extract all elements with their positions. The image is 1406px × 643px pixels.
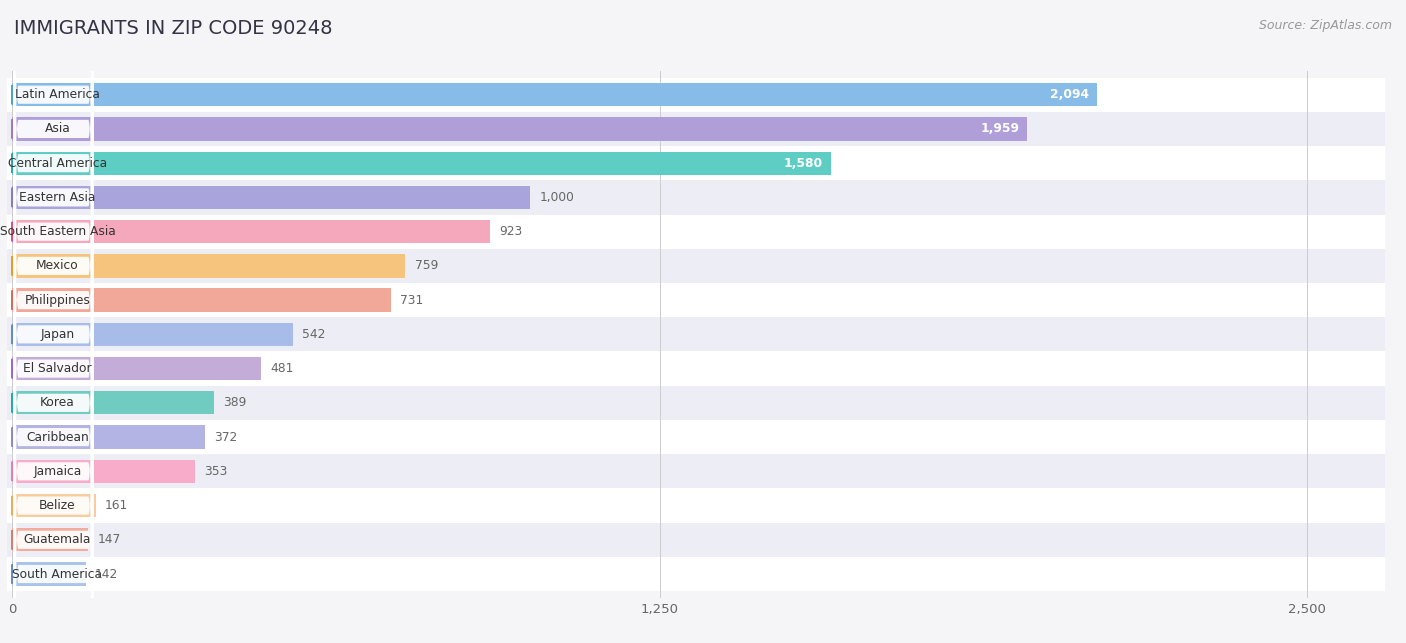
Bar xyxy=(13,494,96,517)
Text: 372: 372 xyxy=(214,431,238,444)
FancyBboxPatch shape xyxy=(13,0,94,462)
FancyBboxPatch shape xyxy=(13,0,94,428)
Text: Guatemala: Guatemala xyxy=(24,533,91,547)
Text: Jamaica: Jamaica xyxy=(34,465,82,478)
Bar xyxy=(0,215,1406,249)
Bar xyxy=(0,386,1406,420)
FancyBboxPatch shape xyxy=(13,240,94,643)
FancyBboxPatch shape xyxy=(13,1,94,643)
Text: 923: 923 xyxy=(499,225,523,238)
Text: 1,959: 1,959 xyxy=(980,122,1019,136)
Text: Philippines: Philippines xyxy=(24,294,90,307)
Text: 161: 161 xyxy=(105,499,128,512)
Text: South Eastern Asia: South Eastern Asia xyxy=(0,225,115,238)
Bar xyxy=(0,180,1406,215)
FancyBboxPatch shape xyxy=(13,0,94,496)
Bar xyxy=(0,317,1406,352)
Bar xyxy=(13,152,831,175)
Text: 389: 389 xyxy=(224,396,246,410)
Text: Asia: Asia xyxy=(45,122,70,136)
Text: South America: South America xyxy=(13,568,103,581)
FancyBboxPatch shape xyxy=(13,0,94,565)
Bar xyxy=(0,454,1406,489)
Bar xyxy=(13,563,86,586)
Bar xyxy=(0,112,1406,146)
FancyBboxPatch shape xyxy=(13,69,94,643)
Text: IMMIGRANTS IN ZIP CODE 90248: IMMIGRANTS IN ZIP CODE 90248 xyxy=(14,19,333,39)
Bar xyxy=(13,460,195,483)
Bar xyxy=(13,254,405,278)
Text: 1,000: 1,000 xyxy=(540,191,575,204)
Text: Latin America: Latin America xyxy=(15,88,100,101)
Text: El Salvador: El Salvador xyxy=(22,362,91,375)
Text: 542: 542 xyxy=(302,328,326,341)
Bar xyxy=(0,283,1406,317)
Bar xyxy=(0,78,1406,112)
Bar xyxy=(0,146,1406,180)
Text: 2,094: 2,094 xyxy=(1050,88,1090,101)
Text: 147: 147 xyxy=(97,533,121,547)
Bar xyxy=(13,289,391,312)
Bar xyxy=(13,426,205,449)
FancyBboxPatch shape xyxy=(13,0,94,633)
Text: Mexico: Mexico xyxy=(37,259,79,273)
Text: 481: 481 xyxy=(271,362,294,375)
Text: 353: 353 xyxy=(204,465,228,478)
FancyBboxPatch shape xyxy=(13,104,94,643)
FancyBboxPatch shape xyxy=(13,206,94,643)
Text: Caribbean: Caribbean xyxy=(27,431,89,444)
Text: 1,580: 1,580 xyxy=(783,157,823,170)
Bar xyxy=(0,489,1406,523)
FancyBboxPatch shape xyxy=(13,0,94,599)
Bar xyxy=(0,420,1406,454)
Text: Central America: Central America xyxy=(8,157,107,170)
Text: Japan: Japan xyxy=(41,328,75,341)
Text: Source: ZipAtlas.com: Source: ZipAtlas.com xyxy=(1258,19,1392,32)
Bar xyxy=(0,523,1406,557)
Text: Korea: Korea xyxy=(39,396,75,410)
Bar xyxy=(13,220,491,243)
FancyBboxPatch shape xyxy=(13,0,94,530)
FancyBboxPatch shape xyxy=(13,35,94,643)
Bar xyxy=(13,357,262,380)
Text: Belize: Belize xyxy=(39,499,76,512)
Bar xyxy=(0,557,1406,591)
Text: Eastern Asia: Eastern Asia xyxy=(20,191,96,204)
Bar xyxy=(13,83,1097,106)
Bar xyxy=(13,528,89,552)
Bar xyxy=(13,323,292,346)
Text: 142: 142 xyxy=(96,568,118,581)
Bar xyxy=(0,352,1406,386)
Text: 759: 759 xyxy=(415,259,439,273)
Bar xyxy=(13,186,530,209)
Bar xyxy=(0,249,1406,283)
FancyBboxPatch shape xyxy=(13,172,94,643)
Bar xyxy=(13,391,214,415)
Bar xyxy=(13,117,1026,141)
FancyBboxPatch shape xyxy=(13,138,94,643)
Text: 731: 731 xyxy=(401,294,423,307)
